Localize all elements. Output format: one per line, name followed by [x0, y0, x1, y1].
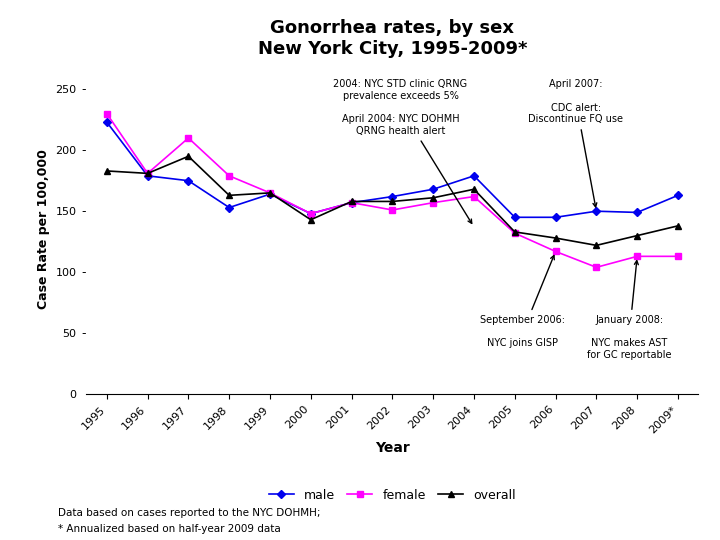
overall: [388, 198, 397, 205]
Text: * Annualized based on half-year 2009 data: * Annualized based on half-year 2009 dat…: [58, 524, 280, 534]
female: [592, 264, 600, 271]
Legend: male, female, overall: male, female, overall: [264, 483, 521, 507]
female: [102, 110, 111, 117]
overall: [307, 217, 315, 223]
male: [552, 214, 560, 220]
female: [347, 199, 356, 206]
Y-axis label: Case Rate per 100,000: Case Rate per 100,000: [37, 150, 50, 309]
Text: -: -: [81, 266, 86, 279]
male: [347, 199, 356, 206]
male: [469, 173, 478, 179]
male: [592, 208, 600, 214]
overall: [469, 186, 478, 192]
male: [633, 209, 642, 215]
Text: Data based on cases reported to the NYC DOHMH;: Data based on cases reported to the NYC …: [58, 508, 320, 518]
Text: January 2008:

NYC makes AST
for GC reportable: January 2008: NYC makes AST for GC repor…: [587, 261, 671, 360]
Text: -: -: [81, 83, 86, 96]
X-axis label: Year: Year: [375, 441, 410, 455]
male: [429, 186, 438, 192]
Line: male: male: [104, 119, 681, 220]
Text: 2004: NYC STD clinic QRNG
prevalence exceeds 5%

April 2004: NYC DOHMH
QRNG heal: 2004: NYC STD clinic QRNG prevalence exc…: [333, 79, 472, 224]
overall: [633, 232, 642, 239]
male: [388, 193, 397, 200]
male: [102, 119, 111, 125]
overall: [552, 235, 560, 241]
Text: -: -: [81, 327, 86, 340]
overall: [184, 153, 193, 159]
male: [143, 173, 152, 179]
male: [225, 204, 233, 211]
overall: [592, 242, 600, 248]
Text: April 2007:

CDC alert:
Discontinue FQ use: April 2007: CDC alert: Discontinue FQ us…: [528, 79, 624, 207]
female: [552, 248, 560, 255]
overall: [429, 194, 438, 201]
Text: September 2006:

NYC joins GISP: September 2006: NYC joins GISP: [480, 255, 565, 348]
female: [143, 170, 152, 177]
overall: [266, 190, 274, 196]
female: [307, 211, 315, 217]
female: [674, 253, 683, 260]
female: [266, 190, 274, 196]
female: [469, 193, 478, 200]
female: [429, 199, 438, 206]
male: [184, 178, 193, 184]
Text: -: -: [81, 144, 86, 157]
Title: Gonorrhea rates, by sex
New York City, 1995-2009*: Gonorrhea rates, by sex New York City, 1…: [258, 19, 527, 58]
Line: overall: overall: [104, 153, 681, 249]
overall: [510, 229, 519, 235]
male: [674, 192, 683, 199]
overall: [102, 168, 111, 174]
male: [510, 214, 519, 220]
female: [510, 230, 519, 237]
Text: -: -: [81, 205, 86, 218]
overall: [674, 222, 683, 229]
overall: [143, 170, 152, 177]
Line: female: female: [104, 111, 681, 270]
overall: [225, 192, 233, 199]
male: [307, 211, 315, 217]
female: [388, 207, 397, 213]
overall: [347, 198, 356, 205]
female: [184, 135, 193, 141]
female: [225, 173, 233, 179]
male: [266, 191, 274, 197]
female: [633, 253, 642, 260]
